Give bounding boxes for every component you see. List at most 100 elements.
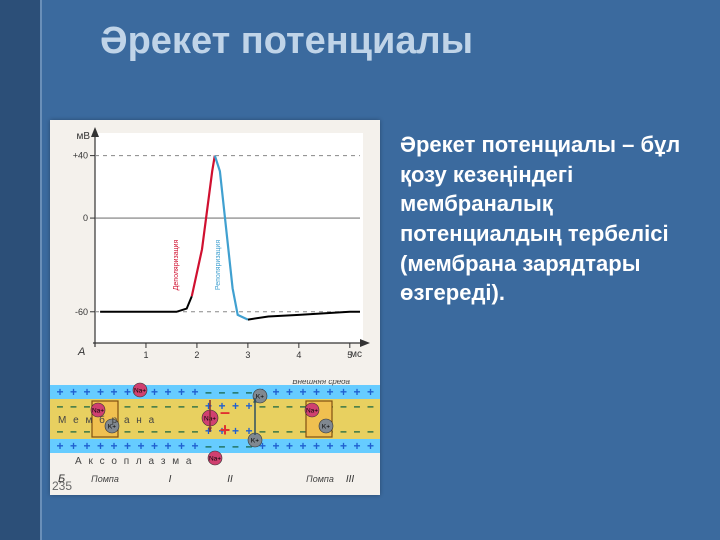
svg-text:–: – [84,399,91,413]
svg-text:+: + [97,439,104,453]
svg-text:–: – [219,385,226,399]
svg-text:+: + [151,385,158,399]
svg-text:+: + [220,420,231,440]
svg-text:–: – [219,439,226,453]
svg-text:+: + [326,439,333,453]
svg-text:+40: +40 [73,151,88,161]
origin-label: А [77,346,85,358]
svg-text:+: + [313,385,320,399]
svg-text:+: + [178,439,185,453]
svg-text:–: – [354,424,361,438]
membrane-diagram: +++++++++++––––+++++++++ –––––––––––++++… [50,380,380,495]
svg-text:3: 3 [245,350,250,360]
svg-text:0: 0 [83,213,88,223]
svg-text:+: + [191,439,198,453]
svg-text:+: + [286,385,293,399]
svg-text:+: + [124,439,131,453]
svg-text:+: + [313,439,320,453]
x-ticks: 12345 [143,343,352,360]
svg-text:–: – [151,424,158,438]
svg-text:-60: -60 [75,307,88,317]
pump-label-left: Помпа [91,474,119,484]
svg-text:K+: K+ [251,438,259,445]
svg-text:+: + [178,385,185,399]
y-axis-arrow [91,127,99,137]
depolarization-label: Деполяризация [173,239,180,290]
svg-text:K+: K+ [322,424,330,431]
svg-text:+: + [286,439,293,453]
svg-text:2: 2 [194,350,199,360]
svg-text:–: – [138,424,145,438]
svg-text:–: – [273,399,280,413]
svg-text:Na+: Na+ [92,408,104,415]
svg-text:–: – [367,399,374,413]
svg-text:+: + [164,385,171,399]
svg-text:–: – [340,399,347,413]
svg-text:–: – [205,439,212,453]
repolarization-label: Реполяризация [215,240,222,290]
svg-text:+: + [191,385,198,399]
svg-text:–: – [367,424,374,438]
slide-root: Әрекет потенциалы Әрекет потенциалы – бұ… [0,0,720,540]
slide-title: Әрекет потенциалы [100,20,473,63]
svg-text:–: – [70,424,77,438]
svg-text:–: – [70,399,77,413]
svg-text:–: – [192,399,199,413]
external-medium-label: Внешняя среда [292,380,350,386]
svg-text:+: + [97,385,104,399]
left-accent-bar [0,0,42,540]
svg-text:+: + [124,385,131,399]
svg-text:–: – [232,439,239,453]
svg-text:+: + [83,439,90,453]
svg-text:–: – [340,424,347,438]
svg-text:+: + [164,439,171,453]
svg-text:+: + [340,385,347,399]
svg-text:–: – [138,399,145,413]
svg-text:–: – [84,424,91,438]
svg-text:–: – [165,424,172,438]
x-axis-arrow [360,339,370,347]
svg-text:+: + [232,424,239,438]
svg-text:K+: K+ [256,394,264,401]
membrane-letters: М е м б р а н а [58,414,156,426]
figure-container: мВ мс -600+40 12345 Деполяризация Реполя… [50,120,380,495]
svg-text:–: – [192,424,199,438]
axoplasm-letters: А к с о п л а з м а [75,456,193,467]
roman-2: II [227,474,233,485]
svg-text:+: + [245,399,252,413]
svg-text:–: – [124,424,131,438]
page-number: 235 [52,479,72,493]
svg-text:–: – [354,399,361,413]
svg-text:Na+: Na+ [306,408,318,415]
svg-text:–: – [273,424,280,438]
svg-text:+: + [353,439,360,453]
roman-1: I [169,474,172,485]
svg-text:–: – [57,424,64,438]
y-ticks: -60 0 +40 [73,151,95,317]
svg-text:+: + [272,439,279,453]
svg-text:+: + [232,399,239,413]
action-potential-chart: мВ мс -600+40 12345 Деполяризация Реполя… [60,125,370,375]
svg-text:+: + [272,385,279,399]
svg-text:–: – [286,399,293,413]
svg-text:+: + [299,385,306,399]
svg-text:+: + [340,439,347,453]
y-axis-unit: мВ [76,131,90,142]
svg-text:–: – [57,399,64,413]
svg-text:+: + [137,439,144,453]
svg-text:+: + [70,439,77,453]
svg-text:+: + [56,439,63,453]
svg-text:–: – [286,424,293,438]
svg-text:+: + [56,385,63,399]
svg-text:–: – [232,385,239,399]
svg-text:+: + [367,439,374,453]
svg-text:Na+: Na+ [134,388,146,395]
pump-label-right: Помпа [306,474,334,484]
slide-body-text: Әрекет потенциалы – бұл қозу кезеңіндегі… [400,130,690,308]
svg-text:+: + [110,385,117,399]
svg-text:+: + [110,439,117,453]
svg-text:Na+: Na+ [209,456,221,463]
svg-text:5: 5 [347,350,352,360]
svg-text:–: – [124,399,131,413]
svg-text:+: + [70,385,77,399]
